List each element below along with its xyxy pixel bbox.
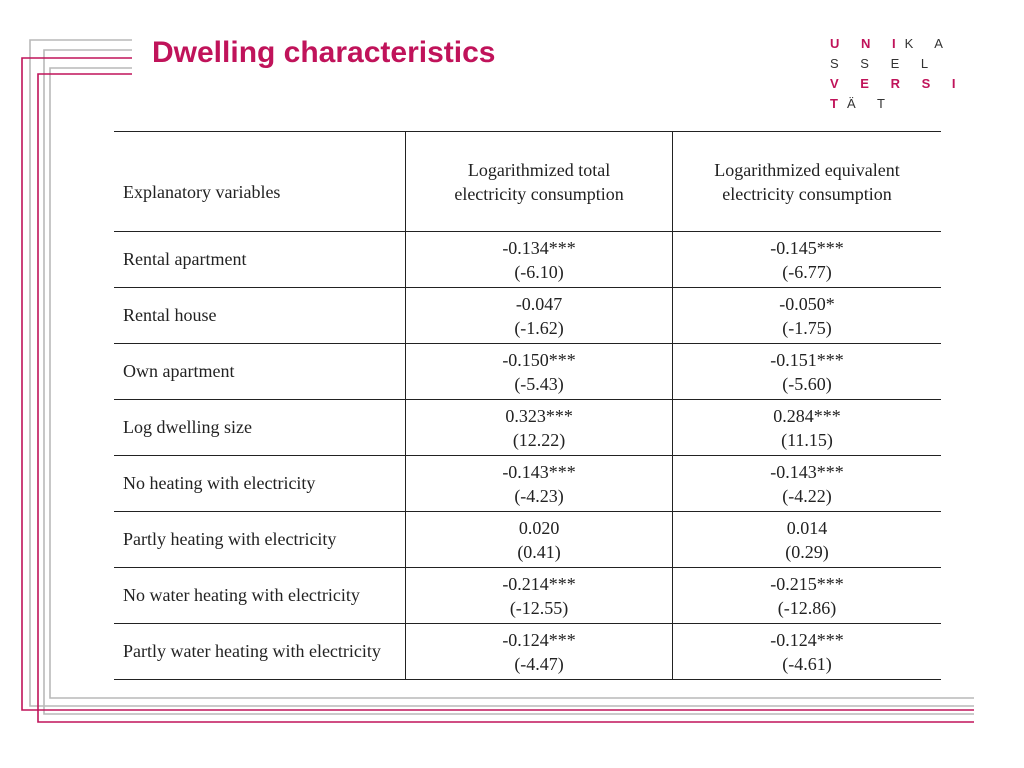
table-row: Own apartment -0.150*** (-5.43) -0.151***… (114, 343, 941, 400)
row-label: Partly water heating with electricity (114, 623, 407, 680)
header-explanatory-variables: Explanatory variables (114, 131, 407, 232)
frame-line-pink-2 (37, 73, 974, 723)
equivalent-estimate-cell: 0.284*** (11.15) (672, 399, 941, 456)
table-row: Partly water heating with electricity -0… (114, 623, 941, 680)
total-estimate-cell: -0.214*** (-12.55) (405, 567, 674, 624)
equivalent-estimate-cell: -0.143*** (-4.22) (672, 455, 941, 512)
total-estimate-cell: 0.020 (0.41) (405, 511, 674, 568)
table-row: Rental house -0.047 (-1.62) -0.050* (-1.75… (114, 287, 941, 344)
equivalent-estimate-cell: -0.124*** (-4.61) (672, 623, 941, 680)
row-label: Partly heating with electricity (114, 511, 407, 568)
row-label: Rental apartment (114, 231, 407, 288)
equivalent-estimate-cell: -0.151*** (-5.60) (672, 343, 941, 400)
header-total-consumption: Logarithmized total electricity consumpt… (405, 131, 674, 232)
header-equivalent-consumption: Logarithmized equivalent electricity con… (672, 131, 941, 232)
frame-line-gray-3 (49, 67, 974, 699)
equivalent-estimate-cell: -0.050* (-1.75) (672, 287, 941, 344)
total-estimate-cell: -0.047 (-1.62) (405, 287, 674, 344)
equivalent-estimate-cell: -0.215*** (-12.86) (672, 567, 941, 624)
regression-results-table: Explanatory variables Logarithmized tota… (114, 131, 941, 680)
table-row: Partly heating with electricity 0.020 (0.… (114, 511, 941, 568)
logo-line-2: V E R S I TÄ T (830, 76, 965, 111)
row-label: Rental house (114, 287, 407, 344)
frame-line-pink-1 (21, 57, 974, 711)
page-title: Dwelling characteristics (152, 36, 496, 69)
table-row: Log dwelling size 0.323*** (12.22) 0.284*… (114, 399, 941, 456)
logo-line-1: U N IK A S S E L (830, 36, 952, 71)
table-row: No water heating with electricity -0.214… (114, 567, 941, 624)
equivalent-estimate-cell: -0.145*** (-6.77) (672, 231, 941, 288)
table-row: No heating with electricity -0.143*** (-4… (114, 455, 941, 512)
table-row: Rental apartment -0.134*** (-6.10) -0.145… (114, 231, 941, 288)
equivalent-estimate-cell: 0.014 (0.29) (672, 511, 941, 568)
row-label: Log dwelling size (114, 399, 407, 456)
row-label: No heating with electricity (114, 455, 407, 512)
total-estimate-cell: -0.124*** (-4.47) (405, 623, 674, 680)
total-estimate-cell: -0.150*** (-5.43) (405, 343, 674, 400)
total-estimate-cell: -0.143*** (-4.23) (405, 455, 674, 512)
total-estimate-cell: -0.134*** (-6.10) (405, 231, 674, 288)
row-label: No water heating with electricity (114, 567, 407, 624)
university-logo: U N IK A S S E L V E R S I TÄ T (830, 34, 980, 114)
row-label: Own apartment (114, 343, 407, 400)
total-estimate-cell: 0.323*** (12.22) (405, 399, 674, 456)
table-header-row: Explanatory variables Logarithmized tota… (114, 131, 941, 232)
frame-line-gray-1 (29, 39, 974, 707)
frame-line-gray-2 (43, 49, 974, 715)
